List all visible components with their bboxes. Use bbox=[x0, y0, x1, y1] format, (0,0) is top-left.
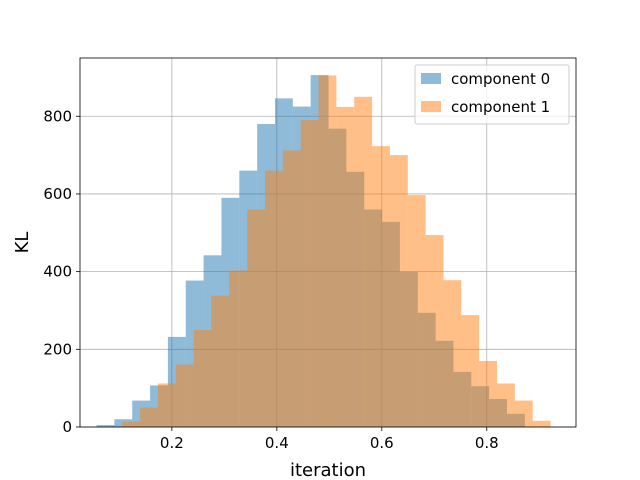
plot-frame bbox=[79, 57, 577, 428]
x-tick-label: 0.2 bbox=[160, 434, 184, 452]
bars bbox=[96, 75, 551, 428]
bar-component-1 bbox=[140, 407, 158, 427]
bar-component-1 bbox=[300, 120, 319, 427]
bar-component-1 bbox=[407, 195, 426, 427]
bar-component-1 bbox=[497, 383, 515, 427]
bar-component-1 bbox=[443, 280, 462, 427]
bar-component-1 bbox=[265, 170, 283, 428]
bar-component-1 bbox=[425, 235, 444, 427]
bar-component-1 bbox=[157, 383, 176, 427]
bar-component-1 bbox=[514, 400, 533, 427]
legend-label-component-1: component 1 bbox=[451, 98, 550, 116]
bar-component-1 bbox=[229, 270, 248, 427]
y-tick-label: 200 bbox=[43, 340, 72, 358]
y-tick-label: 0 bbox=[62, 418, 72, 436]
bar-component-1 bbox=[336, 106, 355, 428]
y-tick-label: 400 bbox=[43, 263, 72, 281]
bar-component-1 bbox=[193, 329, 212, 427]
bar-component-1 bbox=[479, 360, 498, 427]
bar-component-1 bbox=[354, 96, 373, 427]
legend-box bbox=[414, 64, 570, 125]
axis-ticks: 0.2 0.4 0.6 0.8 0 200 400 600 800 bbox=[43, 107, 498, 452]
bar-component-1 bbox=[247, 209, 266, 427]
x-tick-label: 0.6 bbox=[370, 434, 394, 452]
legend: component 0 component 1 bbox=[414, 64, 570, 125]
y-tick-label: 600 bbox=[43, 185, 72, 203]
legend-label-component-0: component 0 bbox=[451, 70, 550, 88]
bar-component-1 bbox=[122, 421, 141, 427]
x-tick-label: 0.8 bbox=[475, 434, 499, 452]
legend-swatch-component-1 bbox=[421, 101, 441, 112]
x-axis-label: iteration bbox=[290, 460, 366, 480]
bar-component-1 bbox=[372, 146, 390, 428]
x-tick-label: 0.4 bbox=[265, 434, 289, 452]
bar-component-1 bbox=[211, 295, 230, 427]
bar-component-0 bbox=[96, 425, 115, 427]
bar-component-1 bbox=[461, 315, 480, 427]
legend-swatch-component-0 bbox=[421, 73, 441, 84]
bar-component-1 bbox=[318, 75, 337, 428]
y-axis-label: KL bbox=[12, 232, 33, 254]
bar-component-1 bbox=[532, 420, 551, 427]
bar-component-1 bbox=[389, 155, 408, 427]
y-tick-label: 800 bbox=[43, 107, 72, 125]
bar-component-1 bbox=[282, 150, 301, 427]
bar-component-1 bbox=[175, 364, 194, 427]
